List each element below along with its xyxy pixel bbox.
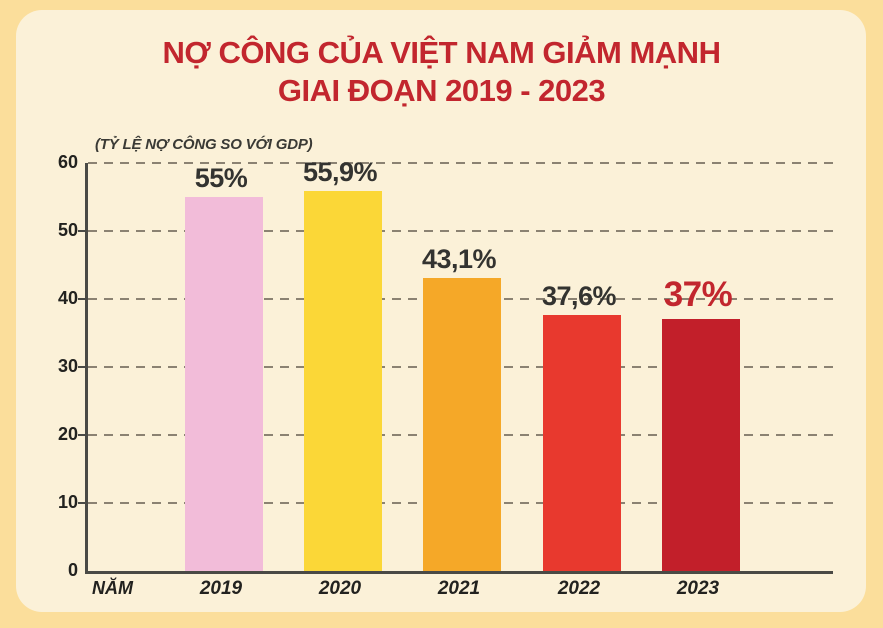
bar-2022 xyxy=(543,315,621,571)
y-tick-mark-30 xyxy=(78,366,85,368)
x-axis-title: NĂM xyxy=(92,578,133,598)
plot-area xyxy=(85,162,833,574)
bar-2021 xyxy=(423,277,501,571)
gridline-50 xyxy=(88,230,833,232)
bar-2023 xyxy=(662,319,740,571)
x-tick-label-2023: 2023 xyxy=(676,578,720,599)
x-tick-label-2021: 2021 xyxy=(437,578,481,599)
y-tick-mark-10 xyxy=(78,502,85,504)
value-label-2022: 37,6% xyxy=(541,281,617,312)
x-tick-label-2019: 2019 xyxy=(199,578,243,599)
gridline-60 xyxy=(88,162,833,164)
y-tick-label-40: 40 xyxy=(57,288,78,308)
value-label-2021: 43,1% xyxy=(421,243,497,274)
y-axis-unit-label: (TỶ LỆ NỢ CÔNG SO VỚI GDP) xyxy=(95,136,313,153)
value-label-2020: 55,9% xyxy=(302,156,378,187)
value-label-2023: 37% xyxy=(663,275,733,315)
y-tick-label-60: 60 xyxy=(57,152,78,172)
chart-title: NỢ CÔNG CỦA VIỆT NAM GIẢM MẠNH GIAI ĐOẠN… xyxy=(0,34,883,110)
y-tick-mark-40 xyxy=(78,298,85,300)
y-tick-label-50: 50 xyxy=(57,220,78,240)
y-tick-mark-20 xyxy=(78,434,85,436)
y-tick-mark-50 xyxy=(78,230,85,232)
chart-title-line2: GIAI ĐOẠN 2019 - 2023 xyxy=(277,73,606,108)
value-label-2019: 55% xyxy=(194,163,248,193)
x-tick-label-2022: 2022 xyxy=(557,578,601,599)
bar-2019 xyxy=(185,197,263,571)
bar-2020 xyxy=(304,190,382,571)
y-tick-label-10: 10 xyxy=(57,492,78,512)
y-tick-label-20: 20 xyxy=(57,424,78,444)
x-tick-label-2020: 2020 xyxy=(318,578,362,599)
y-tick-label-0: 0 xyxy=(67,560,78,580)
chart-title-line1: NỢ CÔNG CỦA VIỆT NAM GIẢM MẠNH xyxy=(162,35,721,70)
y-tick-label-30: 30 xyxy=(57,356,78,376)
